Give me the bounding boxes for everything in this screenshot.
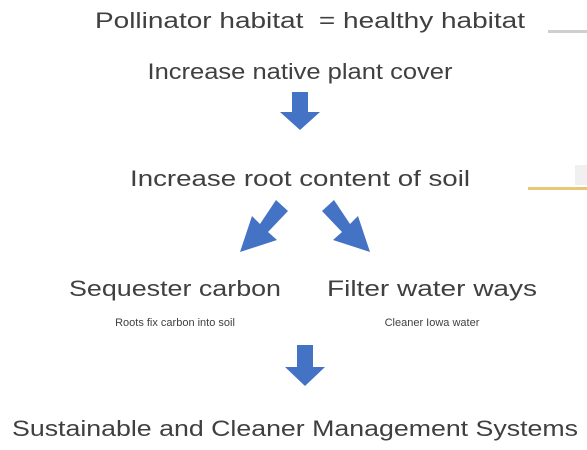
node-note: Cleaner Iowa water	[385, 317, 480, 329]
node-label: Increase root content of soil	[130, 166, 470, 191]
arrow-right-down	[322, 200, 370, 252]
arrow-left-down	[240, 200, 288, 252]
arrow-down	[285, 345, 325, 386]
node-label: Increase native plant cover	[148, 59, 453, 84]
node-note: Roots fix carbon into soil	[115, 317, 235, 329]
node-label: Sustainable and Cleaner Management Syste…	[12, 416, 578, 441]
image-fragment	[575, 165, 587, 185]
node-label: Filter water ways	[327, 276, 537, 301]
image-fragment	[548, 30, 587, 33]
image-fragment	[528, 187, 587, 190]
arrow-down	[280, 92, 320, 130]
node-label: Sequester carbon	[69, 276, 281, 301]
title: Pollinator habitat = healthy habitat	[95, 8, 525, 33]
